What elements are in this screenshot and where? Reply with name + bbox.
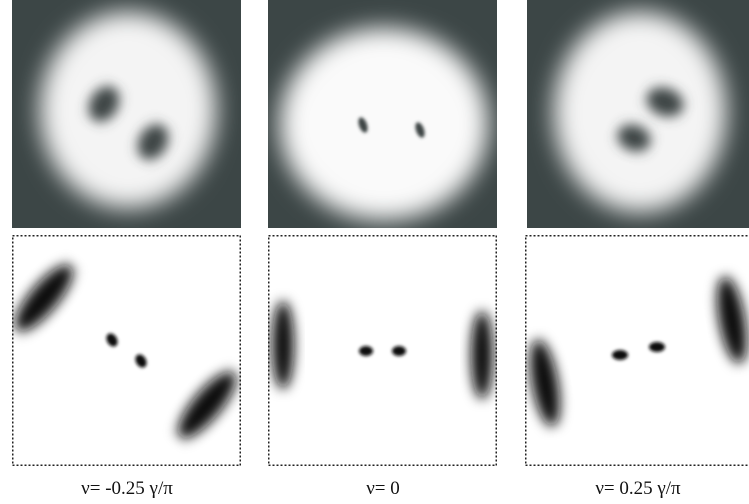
simulation-image xyxy=(6,235,244,466)
experiment-image xyxy=(527,0,749,228)
page: {"panels": [{"label": "ν= -0.25 γ/π"}, {… xyxy=(0,0,749,504)
panel-label: ν= -0.25 γ/π xyxy=(81,478,173,499)
panel-label: ν= 0.25 γ/π xyxy=(595,478,681,499)
experiment-image xyxy=(12,0,241,228)
experiment-image xyxy=(268,0,497,228)
simulation-image xyxy=(268,235,497,466)
simulation-image xyxy=(525,235,749,466)
figure: ν= -0.25 γ/π ν= 0 ν= 0.25 γ/π xyxy=(0,0,749,504)
panel-label: ν= 0 xyxy=(366,478,400,499)
